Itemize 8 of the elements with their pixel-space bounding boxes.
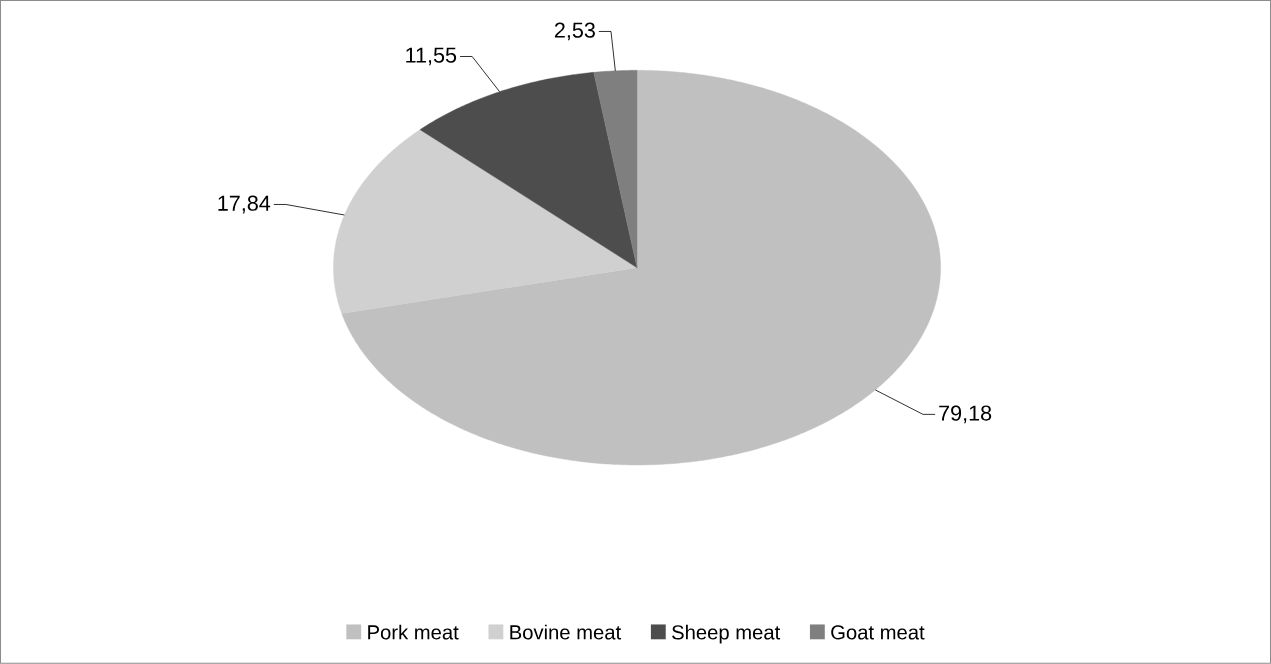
data-label: 17,84 [218, 195, 271, 214]
legend-label: Sheep meat [672, 624, 781, 644]
data-label: 79,18 [939, 405, 992, 424]
legend-label: Pork meat [368, 624, 459, 640]
data-label: 2,53 [554, 22, 595, 41]
data-label: 11,55 [406, 47, 457, 66]
legend-label: Goat meat [831, 625, 925, 640]
legend-label: Bovine meat [510, 624, 622, 640]
